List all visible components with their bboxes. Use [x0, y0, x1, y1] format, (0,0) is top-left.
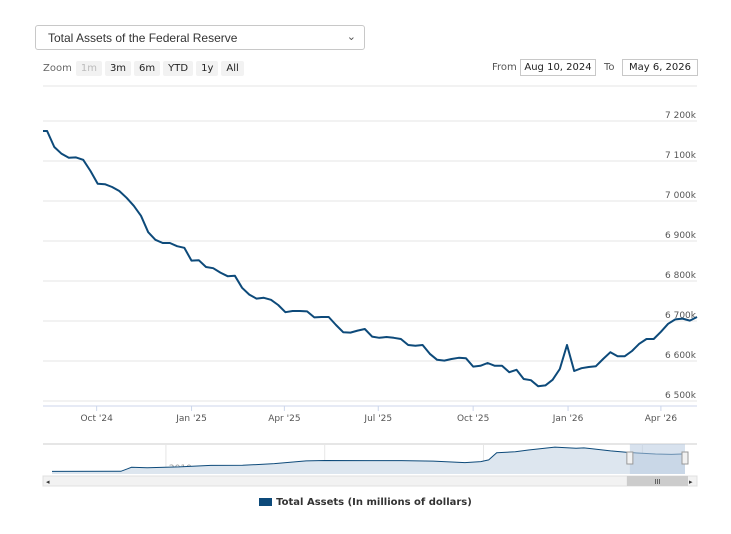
x-tick-label: Jan '26 [552, 414, 584, 424]
y-tick-label: 6 600k [665, 351, 697, 361]
scrollbar-grip-icon: III [654, 478, 660, 486]
to-label: To [604, 62, 615, 73]
scrollbar-track [42, 475, 698, 487]
zoom-label: Zoom [43, 62, 72, 74]
x-tick-label: Oct '24 [80, 414, 113, 424]
y-tick-label: 7 200k [665, 111, 697, 121]
navigator-area [52, 447, 685, 474]
navigator-handle [626, 451, 634, 465]
legend-label: Total Assets (In millions of dollars) [276, 497, 472, 508]
scroll-left-arrow-icon: ◂ [46, 478, 50, 486]
x-tick-label: Apr '26 [645, 414, 678, 424]
x-axis-ticks: Oct '24 Jan '25 Apr '25 Jul '25 Oct '25 Jan '… [80, 406, 677, 424]
zoom-all-button[interactable]: All [221, 60, 244, 76]
y-tick-label: 7 100k [665, 151, 697, 161]
x-tick-label: Jul '25 [363, 414, 392, 424]
x-tick-label: Oct '25 [457, 414, 489, 424]
series-layer [43, 130, 698, 388]
legend[interactable]: Total Assets (In millions of dollars) [0, 497, 731, 508]
navigator-line [51, 446, 686, 472]
y-tick-label: 6 900k [665, 231, 697, 241]
navigator-handle [681, 451, 689, 465]
dataset-select-value: Total Assets of the Federal Reserve [48, 30, 238, 45]
zoom-6m-button[interactable]: 6m [134, 60, 161, 76]
legend-swatch [259, 498, 273, 506]
x-tick-label: Jan '25 [175, 414, 207, 424]
scroll-right-arrow-icon: ▸ [689, 478, 693, 486]
to-date-input[interactable]: May 6, 2026 [622, 59, 698, 76]
zoom-3m-button[interactable]: 3m [104, 60, 132, 76]
dataset-select[interactable]: Total Assets of the Federal Reserve ⌄ [35, 25, 365, 50]
y-tick-label: 6 800k [665, 271, 697, 281]
x-tick-label: Apr '25 [268, 414, 300, 424]
from-date-input[interactable]: Aug 10, 2024 [520, 59, 596, 76]
navigator: 2010201520202025◂▸III [42, 443, 698, 487]
grid-lines [43, 85, 697, 407]
zoom-ytd-button[interactable]: YTD [163, 60, 194, 76]
chevron-down-icon: ⌄ [346, 31, 356, 43]
series-line [43, 130, 698, 388]
zoom-1y-button[interactable]: 1y [196, 60, 219, 76]
zoom-1m-button[interactable]: 1m [75, 60, 102, 76]
y-tick-label: 6 700k [665, 311, 697, 321]
y-axis-ticks: 6 500k 6 600k 6 700k 6 800k 6 900k 7 000k 7 10… [665, 111, 697, 401]
zoom-toolbar: Zoom 1m 3m 6m YTD 1y All [43, 59, 247, 77]
scrollbar-thumb [626, 476, 688, 486]
y-tick-label: 7 000k [665, 191, 697, 201]
y-tick-label: 6 500k [665, 391, 697, 401]
navigator-selection [629, 444, 685, 474]
from-label: From [492, 62, 517, 73]
